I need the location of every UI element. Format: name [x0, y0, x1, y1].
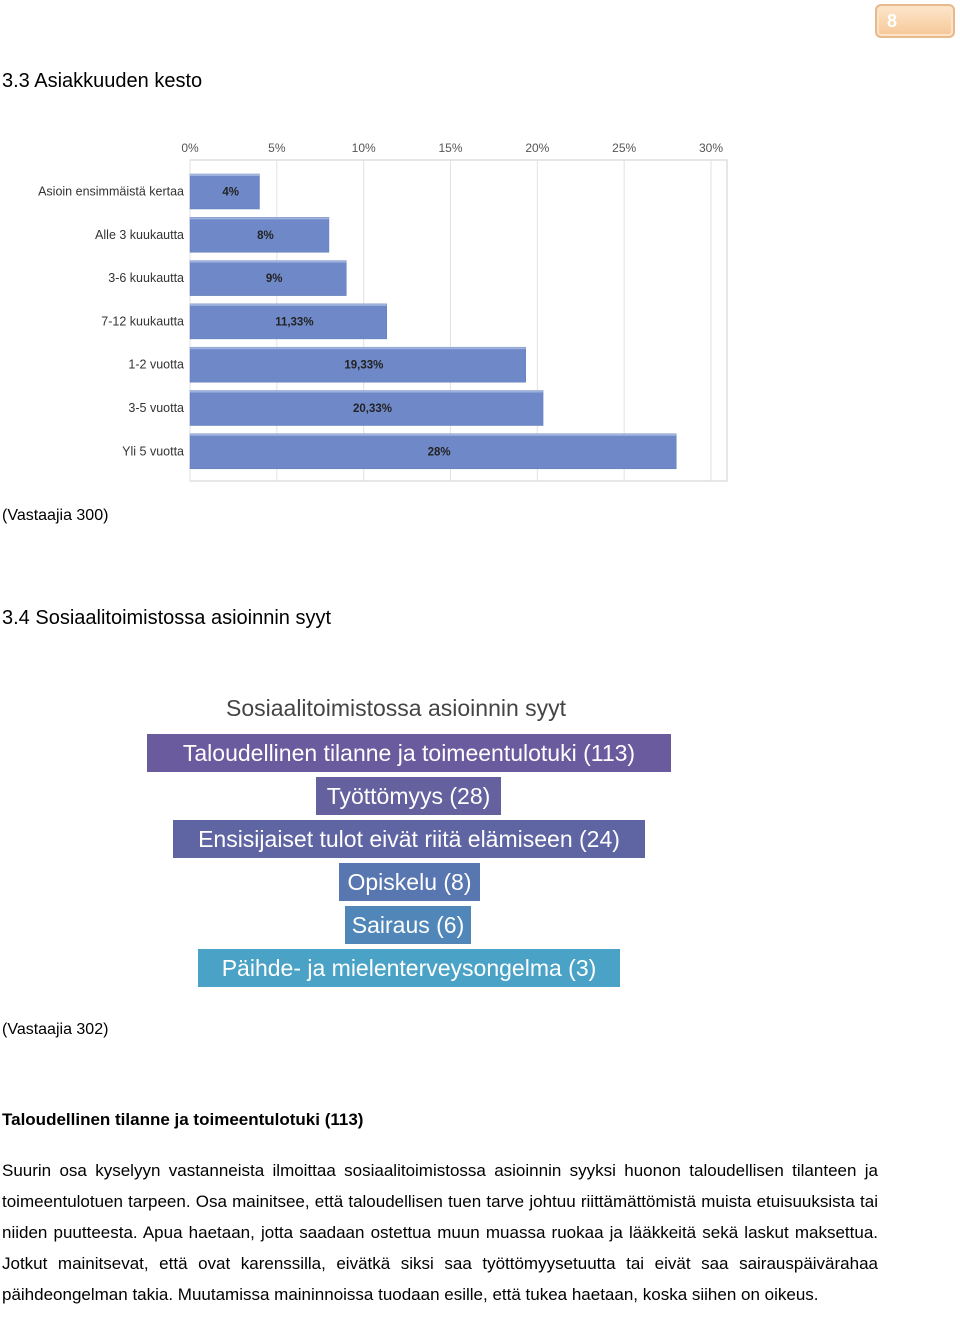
- bar-value-label: 28%: [428, 446, 451, 458]
- bar: [189, 346, 526, 383]
- category-label: 7-12 kuukautta: [101, 314, 184, 328]
- x-tick-label: 10%: [352, 141, 376, 155]
- duration-bar-chart: 0% 5% 10% 15% 20% 25% 30% Asioin ensimmäistä k…: [38, 141, 728, 482]
- category-label: 3-6 kuukautta: [108, 271, 184, 285]
- tag-insufficient-income: Ensisijaiset tulot eivät riitä elämiseen…: [173, 820, 645, 858]
- bar-highlight: [190, 347, 526, 350]
- bar-value-label: 9%: [266, 273, 283, 285]
- bar-highlight: [190, 260, 347, 263]
- category-label: Yli 5 vuotta: [122, 444, 184, 458]
- bar-highlight: [190, 217, 329, 220]
- tag-studying: Opiskelu (8): [339, 863, 480, 901]
- tag-economic-situation: Taloudellinen tilanne ja toimeentulotuki…: [147, 734, 671, 772]
- bar-value-label: 20,33%: [353, 403, 392, 415]
- x-tick-label: 0%: [181, 141, 199, 155]
- tag-unemployment: Työttömyys (28): [316, 777, 501, 815]
- tag-cloud-title: Sosiaalitoimistossa asioinnin syyt: [226, 695, 567, 721]
- bar-value-label: 19,33%: [344, 360, 383, 372]
- bar: [189, 433, 677, 470]
- x-tick-label: 30%: [699, 141, 723, 155]
- bar: [189, 217, 330, 253]
- bar-highlight: [190, 433, 677, 436]
- bar-value-label: 4%: [222, 187, 239, 199]
- x-tick-label: 15%: [438, 141, 462, 155]
- bar-value-label: 8%: [257, 230, 274, 242]
- category-label: 1-2 vuotta: [128, 358, 184, 372]
- bar-value-label: 11,33%: [275, 316, 313, 328]
- bar: [189, 173, 260, 210]
- category-label: Alle 3 kuukautta: [95, 228, 184, 242]
- bar-highlight: [190, 174, 260, 176]
- tag-substance-mental-health: Päihde- ja mielenterveysongelma (3): [198, 949, 620, 987]
- bar: [189, 303, 388, 340]
- bar-highlight: [190, 303, 387, 306]
- x-tick-label: 20%: [525, 141, 549, 155]
- economic-situation-subheading: Taloudellinen tilanne ja toimeentulotuki…: [2, 1110, 364, 1129]
- category-label: Asioin ensimmäistä kertaa: [38, 185, 184, 199]
- bar-highlight: [190, 390, 544, 393]
- economic-situation-paragraph: Suurin osa kyselyyn vastanneista ilmoitt…: [2, 1161, 878, 1304]
- x-tick-label: 25%: [612, 141, 636, 155]
- page-number-badge: 8: [875, 4, 955, 38]
- section-heading-3-4: 3.4 Sosiaalitoimistossa asioinnin syyt: [2, 607, 332, 629]
- section-heading-3-3: 3.3 Asiakkuuden kesto: [2, 70, 203, 92]
- respondents-note-3-4: (Vastaajia 302): [2, 1021, 109, 1038]
- tag-illness: Sairaus (6): [345, 906, 471, 944]
- bar: [189, 260, 347, 296]
- x-tick-label: 5%: [268, 141, 286, 155]
- respondents-note-3-3: (Vastaajia 300): [2, 507, 109, 524]
- category-label: 3-5 vuotta: [128, 401, 184, 415]
- bar: [189, 390, 544, 426]
